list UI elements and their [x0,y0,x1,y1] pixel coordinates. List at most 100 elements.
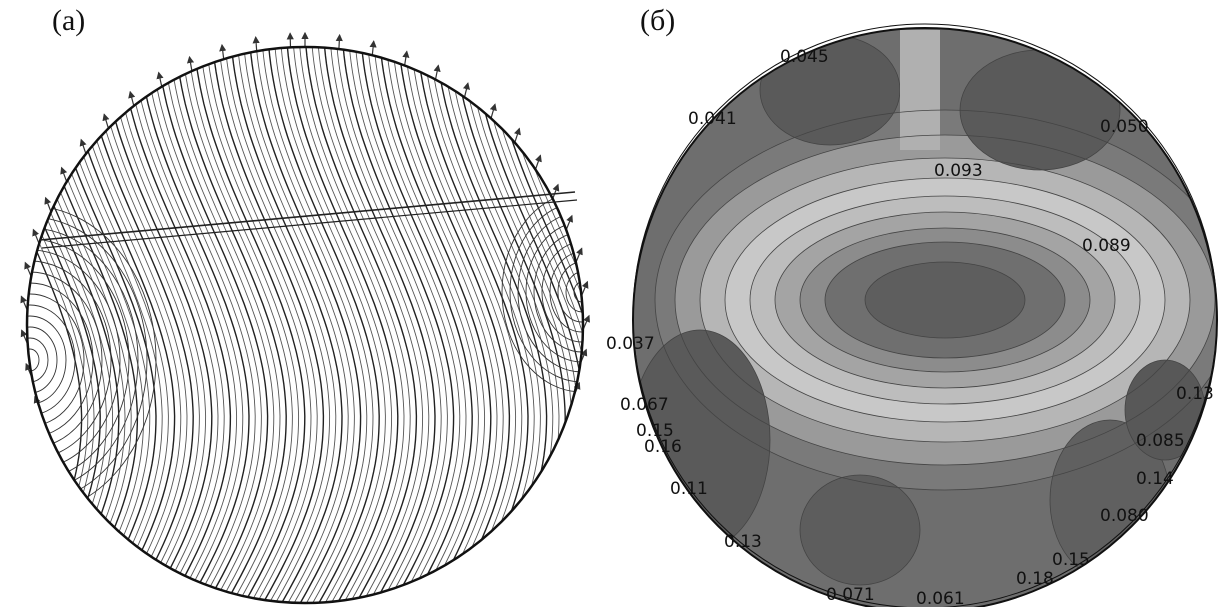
domain-boundary-b-outer [632,23,1218,607]
streamline [317,47,430,603]
contour-lobe [799,474,921,586]
vector-arrow [552,183,560,200]
streamline [211,47,325,603]
contour-line [774,211,1116,389]
vector-arrow [219,43,227,60]
streamline [168,47,281,603]
contour-label: 0.037 [606,334,655,354]
streamline [286,47,399,603]
contour-label: 0.089 [1082,236,1131,256]
streamline [404,47,517,603]
streamline [410,47,523,603]
streamline [292,47,405,603]
streamline [273,47,386,603]
streamline [149,47,262,603]
contour-lines [654,109,1217,491]
contour-label: 0.061 [916,589,965,607]
streamline [261,47,374,603]
contour-fills [633,30,1217,586]
streamline [348,47,461,603]
vector-arrow [565,214,573,231]
section-line-2 [41,199,578,249]
vector-arrow [369,40,377,56]
streamline [205,47,318,603]
streamline [94,47,207,603]
contour-label: 0.080 [1100,506,1149,526]
streamline [379,47,492,603]
streamline [242,47,355,603]
vector-arrow [462,82,470,98]
streamline [323,47,436,603]
contour-labels: 0.045 0.041 0.050 0.093 0.089 0.037 0.13… [606,47,1214,607]
contour-channel [900,30,940,150]
vector-arrow [534,154,542,170]
streamline [354,47,467,603]
contour-label: 0.15 [1052,550,1090,570]
streamline [255,47,368,603]
contour-line [864,261,1026,339]
streamline [385,47,498,603]
streamline [218,47,331,603]
panel-a-label: (a) [52,4,86,37]
vector-arrow [433,64,441,80]
contour-label: 0.13 [1176,384,1214,404]
streamline [341,47,455,603]
contour-label: 0.15 [636,421,674,441]
streamline [187,47,300,603]
contour-label: 0.13 [724,532,762,552]
streamline [87,47,200,603]
streamline [106,47,219,603]
streamline [100,47,213,603]
streamline [311,47,424,603]
streamline [298,47,411,603]
panel-b-label: (б) [640,4,676,37]
streamline [143,47,256,603]
contour-label: 0.050 [1100,117,1149,137]
streamline [230,47,343,603]
contour-label: 0.071 [826,585,875,605]
contour-label: 0.18 [1016,569,1054,589]
vector-arrow [514,127,521,143]
contour-label: 0.11 [670,479,708,499]
vector-arrow [79,138,87,154]
streamline [155,47,269,603]
vector-arrow [489,103,497,119]
vector-arrow [32,228,40,244]
streamline [329,47,442,603]
streamline [373,47,486,603]
streamline [193,47,306,603]
vector-arrow [580,280,589,297]
contour-line [824,241,1066,359]
contour-line [699,157,1191,443]
contour-line [654,109,1217,491]
contour-label: 0.041 [688,109,737,129]
streamline [267,47,380,603]
streamline [280,47,393,603]
streamline [131,47,244,603]
streamline [137,47,250,603]
vector-arrow [252,36,260,52]
streamline [125,47,238,603]
streamline [236,47,349,603]
vector-arrow [24,261,32,277]
contour-label: 0.093 [934,161,983,181]
vector-arrow [60,166,68,183]
contour-label: 0.045 [780,47,829,67]
contour-band [865,262,1025,338]
contour-line [749,195,1141,405]
contour-line [799,227,1091,373]
vector-arrow [44,196,52,213]
streamline [360,47,473,603]
streamline [304,47,418,603]
streamline [174,47,287,603]
streamline [224,47,337,603]
contour-label: 0.067 [620,395,669,415]
streamline [366,47,479,603]
vector-arrow [128,90,136,107]
vector-arrow [575,247,583,263]
contour-label: 0.085 [1136,431,1185,451]
streamline [162,47,275,603]
streamline [335,47,448,603]
vector-arrow [102,113,110,129]
